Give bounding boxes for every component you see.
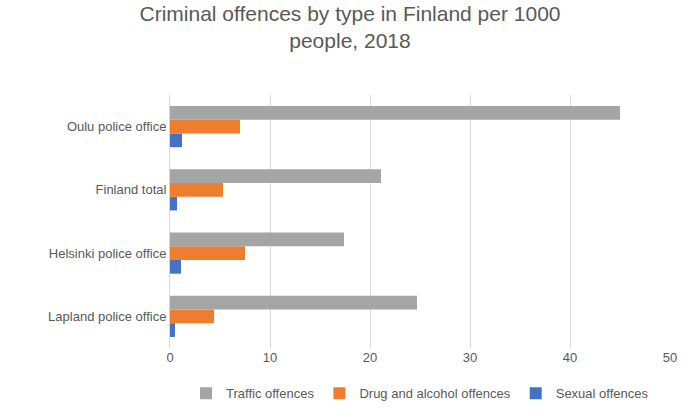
svg-text:Traffic offences: Traffic offences [226, 386, 314, 401]
svg-text:10: 10 [263, 350, 277, 365]
svg-text:0: 0 [166, 350, 173, 365]
svg-text:Oulu police office: Oulu police office [67, 119, 167, 134]
svg-text:Criminal offences by type in F: Criminal offences by type in Finland per… [139, 2, 560, 52]
svg-text:Drug and alcohol offences: Drug and alcohol offences [359, 386, 510, 401]
svg-text:Helsinki police office: Helsinki police office [49, 246, 167, 261]
svg-text:50: 50 [663, 350, 677, 365]
svg-text:Finland total: Finland total [96, 182, 167, 197]
svg-text:30: 30 [463, 350, 477, 365]
svg-text:Sexual offences: Sexual offences [556, 386, 649, 401]
svg-text:40: 40 [563, 350, 577, 365]
svg-text:Lapland police office: Lapland police office [48, 309, 166, 324]
svg-text:20: 20 [363, 350, 377, 365]
